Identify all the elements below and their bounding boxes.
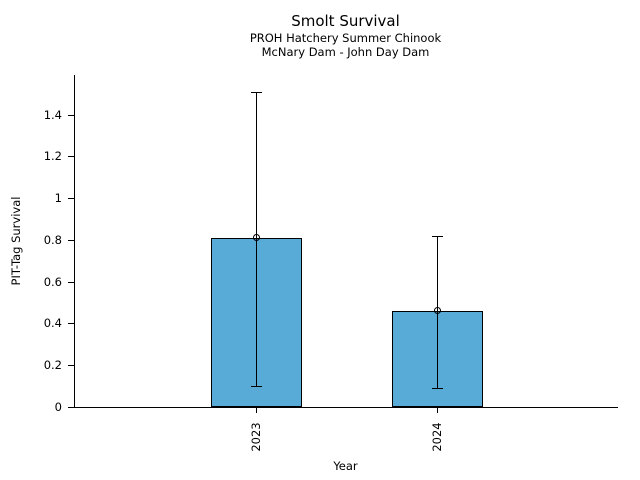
plot-area [74, 75, 618, 408]
error-cap-bottom-2024 [432, 388, 443, 390]
y-tick-label: 0.2 [43, 358, 62, 372]
chart-title: Smolt Survival [291, 12, 400, 30]
error-cap-top-2024 [432, 236, 443, 238]
error-cap-bottom-2023 [251, 386, 262, 388]
y-tick-label: 1.4 [43, 108, 62, 122]
y-tick-mark [68, 115, 74, 116]
y-tick-label: 0.8 [43, 233, 62, 247]
x-axis-label: Year [333, 459, 358, 473]
chart-subtitle-reach: McNary Dam - John Day Dam [261, 45, 430, 59]
y-tick-mark [68, 323, 74, 324]
y-tick-label: 0 [54, 400, 62, 414]
x-tick-mark [256, 408, 257, 413]
chart-subtitle-stock: PROH Hatchery Summer Chinook [249, 31, 442, 45]
error-cap-top-2023 [251, 92, 262, 94]
y-tick-mark [68, 156, 74, 157]
y-tick-mark [68, 240, 74, 241]
x-tick-mark [437, 408, 438, 413]
y-tick-mark [68, 282, 74, 283]
y-tick-label: 0.6 [43, 275, 62, 289]
point-marker-2023 [253, 234, 260, 241]
x-tick-label: 2023 [249, 422, 263, 452]
y-tick-label: 0.4 [43, 316, 62, 330]
y-tick-mark [68, 198, 74, 199]
y-tick-mark [68, 407, 74, 408]
point-marker-2024 [434, 307, 441, 314]
y-tick-label: 1 [54, 191, 62, 205]
y-tick-label: 1.2 [43, 149, 62, 163]
x-tick-label: 2024 [430, 422, 444, 452]
y-tick-mark [68, 365, 74, 366]
